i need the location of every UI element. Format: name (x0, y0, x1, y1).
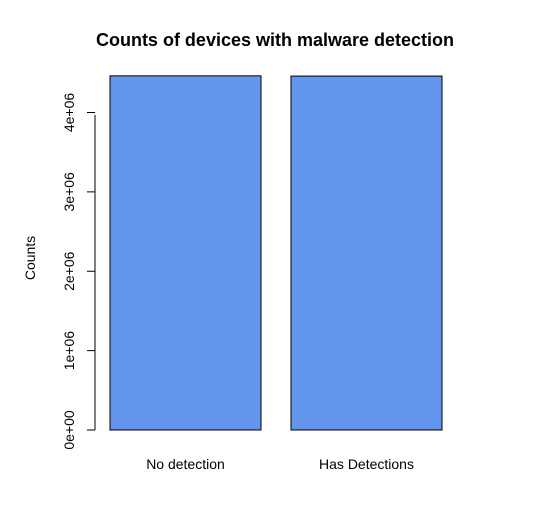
y-tick-label: 1e+06 (61, 331, 77, 371)
category-label: Has Detections (319, 456, 414, 472)
category-labels: No detection Has Detections (146, 456, 414, 472)
y-tick-label: 0e+00 (61, 410, 77, 450)
y-tick-label: 4e+06 (61, 93, 77, 133)
category-label: No detection (146, 456, 225, 472)
y-axis: 0e+00 1e+06 2e+06 3e+06 4e+06 (61, 93, 96, 450)
chart-title: Counts of devices with malware detection (96, 30, 454, 50)
y-axis-title: Counts (22, 236, 38, 280)
y-tick-label: 2e+06 (61, 251, 77, 291)
y-tick-label: 3e+06 (61, 172, 77, 212)
bar-no-detection (109, 75, 262, 431)
bar-has-detections (290, 75, 443, 431)
bars-group (109, 75, 443, 431)
